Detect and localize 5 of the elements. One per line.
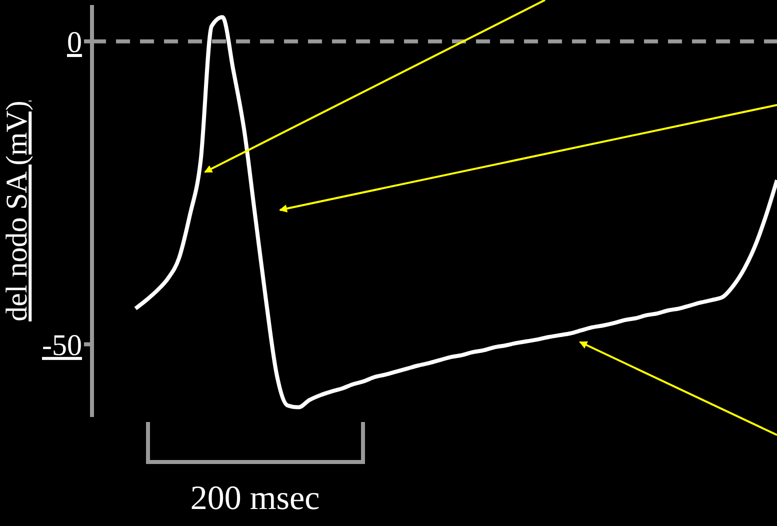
- line-series: [133, 15, 777, 410]
- y-axis-title: del nodo SA (mV): [0, 100, 34, 322]
- y-tick-label: 0: [67, 26, 82, 60]
- text: 200 msec: [189, 480, 321, 518]
- y-tick-label: -50: [42, 328, 82, 362]
